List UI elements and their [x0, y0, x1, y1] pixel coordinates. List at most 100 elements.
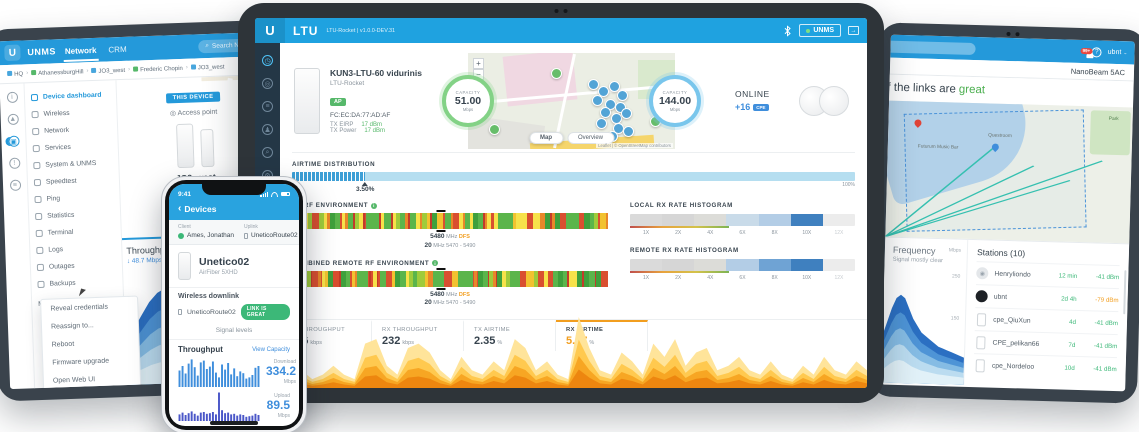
ap-badge: AP [330, 97, 346, 106]
station-row[interactable]: cpe_Nordeloo 10d -41 dBm [973, 353, 1118, 381]
capacity-gauge-blue: CAPACITY 144.00 Mbps [649, 74, 701, 127]
wireless-downlink-title: Wireless downlink [178, 293, 240, 300]
breadcrumb-icon [7, 70, 13, 76]
outages-icon [36, 263, 45, 272]
cpe-map-marker[interactable] [621, 108, 633, 120]
device-mac: FC:EC:DA:77:AD:AF [330, 111, 391, 119]
frequency-subtitle: Signal mostly clear [892, 256, 944, 265]
ltu-header: U LTU LTU-Rocket | v1.0.0-DEV.31 UNMS → [255, 18, 867, 43]
system-unms-icon [33, 161, 41, 170]
status-dot [806, 28, 811, 33]
signal-levels-link[interactable]: Signal levels [169, 324, 299, 340]
statistics-icon [35, 212, 43, 221]
unms-connection-button[interactable]: UNMS [799, 24, 841, 37]
cpe-map-marker[interactable] [614, 102, 626, 114]
cpe-map-marker[interactable] [588, 79, 600, 91]
device-summary[interactable]: Unetico02 AirFiber 5XHD [169, 245, 299, 288]
link-lines [885, 144, 1103, 238]
map-zoom-controls: + − [473, 57, 484, 80]
breadcrumb-item[interactable]: HQ [7, 70, 23, 78]
nav-tab-crm[interactable]: CRM [108, 44, 127, 54]
throughput-title: Throughput [178, 345, 223, 354]
status-time: 9:41 [178, 190, 192, 198]
map-toggle-map[interactable]: Map [528, 131, 563, 144]
info-icon[interactable]: i [432, 260, 439, 267]
stations-title: Stations (10) [976, 247, 1026, 259]
cpe-map-marker[interactable] [592, 94, 604, 106]
map-label: Park [1108, 116, 1119, 123]
clients-icon[interactable]: ♟ [262, 124, 273, 135]
ubiquiti-logo[interactable]: U [4, 44, 21, 62]
overview-icon[interactable]: i [6, 91, 18, 104]
online-map-marker[interactable] [488, 123, 500, 135]
nav-tab-network[interactable]: Network [62, 39, 99, 62]
stats-icon[interactable]: ≡ [262, 101, 273, 112]
view-capacity-link[interactable]: View Capacity [252, 346, 290, 353]
remote-rx-rate-histogram: REMOTE RX RATE HISTOGRAM 1X 2X 4X 6X 8X 10X 12… [630, 247, 855, 281]
rf-spectrum-bar [292, 267, 609, 290]
breadcrumb-icon [133, 65, 139, 72]
bluetooth-icon[interactable] [783, 24, 792, 37]
cpe-map-marker[interactable] [600, 107, 612, 119]
device-name: KUN3-LTU-60 vidurinis [330, 67, 422, 78]
center-tablet-screen: U LTU LTU-Rocket | v1.0.0-DEV.31 UNMS → … [255, 18, 867, 388]
terminal-icon [35, 229, 43, 238]
cpe-map-marker[interactable] [608, 81, 620, 93]
map-overview-toggle: Map Overview [528, 131, 615, 144]
logout-icon[interactable]: → [848, 26, 859, 35]
home-indicator[interactable] [210, 421, 258, 425]
station-avatar [975, 335, 986, 349]
menu-item-open-web-ui[interactable]: Open Web UI [52, 375, 96, 385]
local-rx-rate-histogram: LOCAL RX RATE HISTOGRAM 1X 2X 4X 6X 8X 10X 12X [630, 202, 855, 236]
unms-brand: UNMS [27, 46, 57, 58]
discovery-icon[interactable]: ⌕ [262, 147, 273, 158]
cpe-map-marker[interactable] [596, 117, 608, 129]
ping-icon [34, 195, 42, 204]
center-tablet: U LTU LTU-Rocket | v1.0.0-DEV.31 UNMS → … [238, 3, 884, 403]
sites-icon[interactable]: ▲ [7, 113, 19, 126]
breadcrumb-item[interactable]: AthanessburgHill [31, 68, 84, 77]
scrollbar[interactable] [1122, 270, 1127, 315]
hist-tick: 2X [675, 275, 682, 281]
cpe-map-marker[interactable] [623, 126, 635, 138]
online-map-marker[interactable] [550, 67, 562, 79]
y-tick: 250 [951, 273, 961, 280]
devices-icon[interactable]: ▣ [7, 135, 20, 148]
breadcrumb-item[interactable]: JO3_west [91, 66, 125, 74]
cpe-map-marker[interactable] [598, 86, 610, 98]
dashboard-icon[interactable]: ◷ [262, 55, 273, 66]
speedtest-icon [33, 178, 42, 187]
breadcrumb-item[interactable]: Frederic Chopin [133, 64, 183, 73]
upload-bar-chart [178, 392, 260, 421]
device-model: LTU-Rocket [330, 79, 365, 87]
access-point-icon: ◎ [169, 110, 177, 118]
frequency-panel: Frequency Signal mostly clear Mbps 250 1… [881, 237, 969, 385]
tab-rx-throughput[interactable]: RX THROUGHPUT 232 kbps [372, 320, 464, 352]
airtime-marker: 3.50% [356, 182, 374, 193]
breadcrumb-item[interactable]: JO3_west [190, 63, 225, 71]
info-icon[interactable]: i [371, 202, 378, 209]
tab-tx-airtime[interactable]: TX AIRTIME 2.35% [464, 320, 556, 352]
zoom-in-button[interactable]: + [473, 57, 484, 69]
device-image [294, 67, 320, 134]
airtime-bar [292, 172, 855, 181]
right-tablet-screen: 99+ ? ubnt ⌄ NanoBeam 5AC f the links ar… [881, 34, 1135, 392]
links-map[interactable]: Futurum Music Bar Questroom Park [885, 100, 1133, 244]
station-avatar: ◉ [976, 267, 989, 280]
user-menu[interactable]: ubnt ⌄ [1107, 48, 1128, 57]
status-icon[interactable]: ◎ [262, 78, 273, 89]
cpe-map-marker[interactable] [617, 89, 629, 101]
downlink-row[interactable]: UneticoRoute02 LINK IS GREAT [169, 302, 299, 324]
network-icon [32, 127, 40, 136]
phone: 9:41 ‹ Devices Client [161, 176, 307, 432]
map-toggle-overview[interactable]: Overview [566, 131, 615, 144]
client-uplink-strip: Client Ames, Jonathan Uplink UneticoRout… [169, 220, 299, 245]
search-input[interactable] [881, 39, 976, 55]
logs-icon[interactable]: ≡ [9, 179, 21, 191]
channel-marker [436, 267, 446, 290]
download-bar-chart [178, 359, 260, 387]
back-button[interactable]: ‹ Devices [178, 203, 217, 214]
alerts-icon[interactable]: ! [8, 157, 20, 170]
logs-icon [36, 246, 44, 255]
